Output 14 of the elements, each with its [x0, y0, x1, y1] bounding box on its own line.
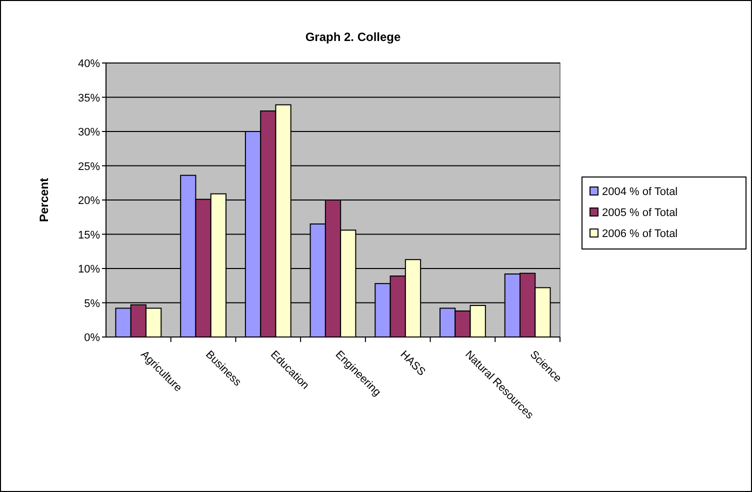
y-tick-label: 30% [78, 126, 100, 138]
chart-title: Graph 2. College [305, 30, 401, 44]
y-tick-label: 15% [78, 229, 100, 242]
y-tick-label: 40% [78, 58, 100, 70]
y-tick-label: 10% [78, 264, 100, 276]
y-tick-label: 5% [84, 298, 100, 310]
y-tick-label: 0% [84, 332, 100, 344]
y-tick-label: 25% [78, 160, 100, 173]
y-tick-label: 35% [78, 92, 100, 104]
legend-label: 2005 % of Total [602, 207, 678, 219]
legend-label: 2004 % of Total [602, 186, 678, 198]
legend-label: 2006 % of Total [602, 228, 678, 240]
y-tick-label: 20% [78, 195, 100, 207]
y-axis-title: Percent [37, 178, 51, 222]
